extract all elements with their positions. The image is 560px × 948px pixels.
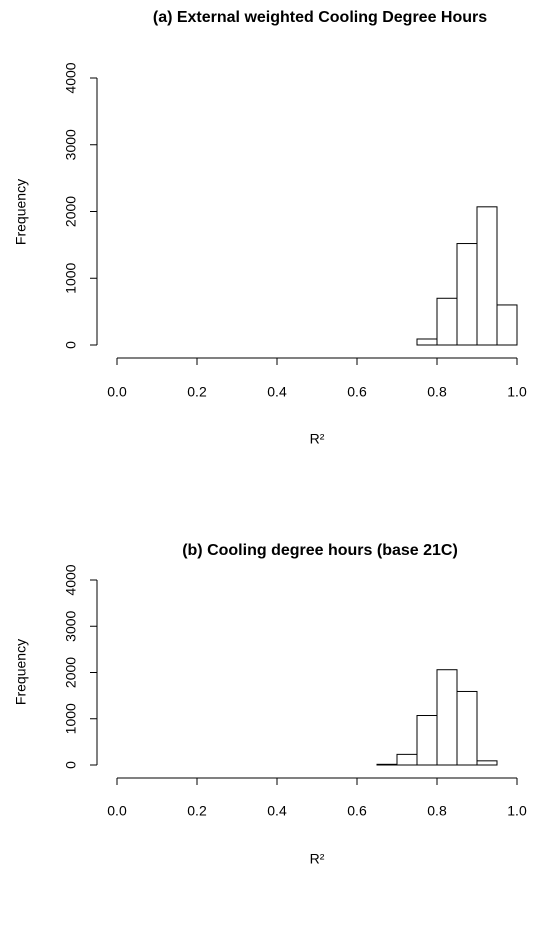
bar xyxy=(436,297,458,346)
bar xyxy=(476,760,498,766)
y-tick-label: 0 xyxy=(63,761,79,769)
x-axis-label: R² xyxy=(310,851,325,867)
y-tick-label: 2000 xyxy=(63,657,79,688)
bar xyxy=(456,243,478,346)
bar xyxy=(416,338,438,346)
x-tick-label: 0.8 xyxy=(427,384,447,400)
y-tick-label: 3000 xyxy=(63,129,79,160)
y-axis-label: Frequency xyxy=(13,179,29,245)
y-tick-label: 1000 xyxy=(63,262,79,293)
x-tick-label: 0.8 xyxy=(427,803,447,819)
x-tick-label: 0.2 xyxy=(187,803,207,819)
bar xyxy=(496,304,518,346)
y-tick-label: 4000 xyxy=(63,62,79,93)
y-tick-label: 2000 xyxy=(63,196,79,227)
y-tick-label: 1000 xyxy=(63,703,79,734)
y-tick-label: 0 xyxy=(63,341,79,349)
bar xyxy=(396,753,418,766)
x-tick-label: 0.2 xyxy=(187,384,207,400)
x-tick-label: 0.4 xyxy=(267,384,287,400)
bar xyxy=(476,206,498,346)
x-tick-label: 0.6 xyxy=(347,384,367,400)
bar xyxy=(436,669,458,766)
x-axis-label: R² xyxy=(310,431,325,447)
x-tick-label: 1.0 xyxy=(507,803,527,819)
y-tick-label: 3000 xyxy=(63,610,79,641)
chart-title: (a) External weighted Cooling Degree Hou… xyxy=(153,9,487,26)
bar xyxy=(376,763,398,766)
x-tick-label: 0.0 xyxy=(107,384,127,400)
x-tick-label: 0.6 xyxy=(347,803,367,819)
x-tick-label: 0.0 xyxy=(107,803,127,819)
x-tick-label: 0.4 xyxy=(267,803,287,819)
y-tick-label: 4000 xyxy=(63,564,79,595)
x-tick-label: 1.0 xyxy=(507,384,527,400)
bar xyxy=(456,690,478,766)
bar xyxy=(416,715,438,766)
y-axis-label: Frequency xyxy=(13,639,29,705)
chart-title: (b) Cooling degree hours (base 21C) xyxy=(182,542,458,559)
